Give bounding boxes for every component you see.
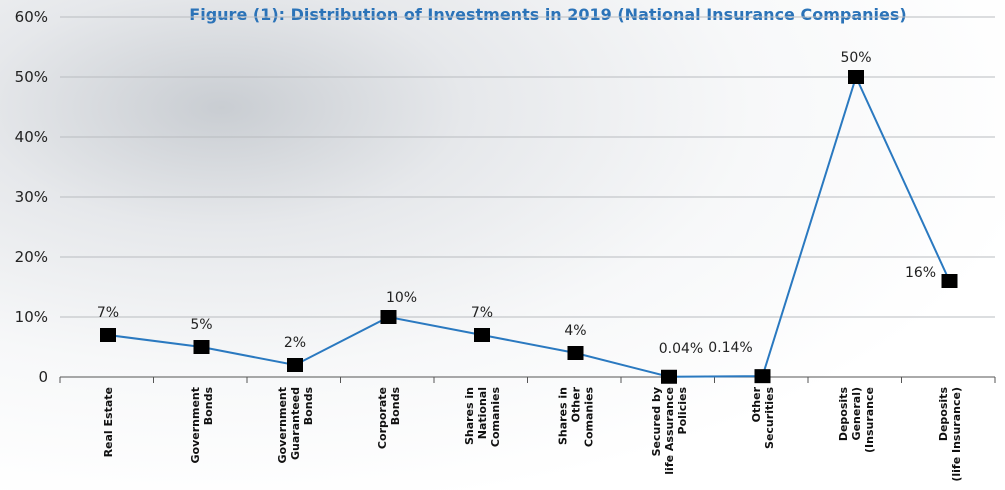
x-category-label: Real Estate [102, 387, 115, 457]
y-tick-label: 50% [15, 68, 48, 86]
x-category-label-line: Shares in [557, 387, 570, 445]
x-category-label: Secured by life Assurance Policies [650, 387, 689, 475]
x-category-label-line: Policies [676, 387, 689, 435]
x-category-label: Deposits (life Insurance) [937, 387, 963, 482]
x-category-label-line: Bonds [202, 387, 215, 426]
data-label: 7% [97, 305, 119, 321]
y-tick-label: 20% [15, 248, 48, 266]
x-category-label-line: Deposits [837, 387, 850, 442]
series: 7% 5% 2% 10% 7% 4% 0.04% 0.14% 50% 16% [97, 50, 958, 384]
x-category-label-line: Secured by [650, 387, 663, 456]
x-axis-labels: Real Estate Government Bonds Government Guar… [102, 386, 963, 481]
y-tick-label: 10% [15, 308, 48, 326]
x-category-label-line: life Assurance [663, 387, 676, 475]
data-label: 0.04% [659, 341, 703, 357]
data-label: 10% [386, 290, 417, 306]
data-point [287, 358, 303, 372]
x-category-label-line: Bonds [302, 387, 315, 426]
x-category-label-line: Other [750, 386, 763, 422]
x-category-label-line: Comanies [489, 387, 502, 448]
x-category-label: Other Securities [750, 386, 776, 449]
data-label: 2% [284, 335, 306, 351]
y-tick-label: 0 [38, 368, 48, 386]
chart-title: Figure (1): Distribution of Investments … [189, 5, 906, 24]
data-point [848, 70, 864, 84]
y-tick-label: 30% [15, 188, 48, 206]
data-label: 5% [190, 317, 212, 333]
data-point [474, 328, 490, 342]
data-point [661, 369, 677, 384]
x-category-label-line: (life Insurance) [950, 387, 963, 482]
x-category-label-line: Guaranteed [289, 387, 302, 460]
x-category-label: Corporate Bonds [376, 387, 402, 450]
data-point [567, 346, 584, 360]
x-category-label-line: Shares in [463, 387, 476, 445]
x-category-label-line: Securities [763, 387, 776, 449]
data-label: 0.14% [708, 340, 752, 356]
x-category-label: Government Bonds [189, 387, 215, 464]
x-category-label-line: Real Estate [102, 387, 115, 457]
x-category-label-line: (Insurance [863, 387, 876, 453]
x-category-label: Shares in National Comanies [463, 387, 502, 448]
x-category-label: Shares in Other Comanies [557, 386, 596, 447]
y-tick-label: 60% [15, 8, 48, 26]
data-point [380, 310, 397, 324]
x-category-label-line: Deposits [937, 387, 950, 442]
data-point [193, 340, 210, 354]
x-category-label: Government Guaranteed Bonds [276, 387, 315, 464]
x-category-label-line: Comanies [583, 387, 596, 448]
x-category-label-line: General) [850, 387, 863, 440]
y-axis-ticks: 0 10% 20% 30% 40% 50% 60% [15, 8, 48, 386]
data-point [941, 274, 958, 288]
data-label: 7% [471, 305, 493, 321]
gridlines [59, 16, 996, 383]
data-point [100, 328, 116, 342]
data-label: 4% [564, 323, 586, 339]
x-category-label-line: Corporate [376, 387, 389, 449]
x-category-label-line: Government [276, 387, 289, 463]
x-category-label-line: National [476, 387, 489, 439]
x-category-label-line: Other [570, 386, 583, 422]
data-label: 16% [905, 265, 936, 281]
series-line [107, 74, 951, 378]
data-point [754, 369, 771, 384]
y-tick-label: 40% [15, 128, 48, 146]
x-category-label-line: Government [189, 387, 202, 463]
data-label: 50% [840, 50, 871, 66]
x-category-label-line: Bonds [389, 387, 402, 426]
x-category-label: Deposits General) (Insurance [837, 387, 876, 453]
